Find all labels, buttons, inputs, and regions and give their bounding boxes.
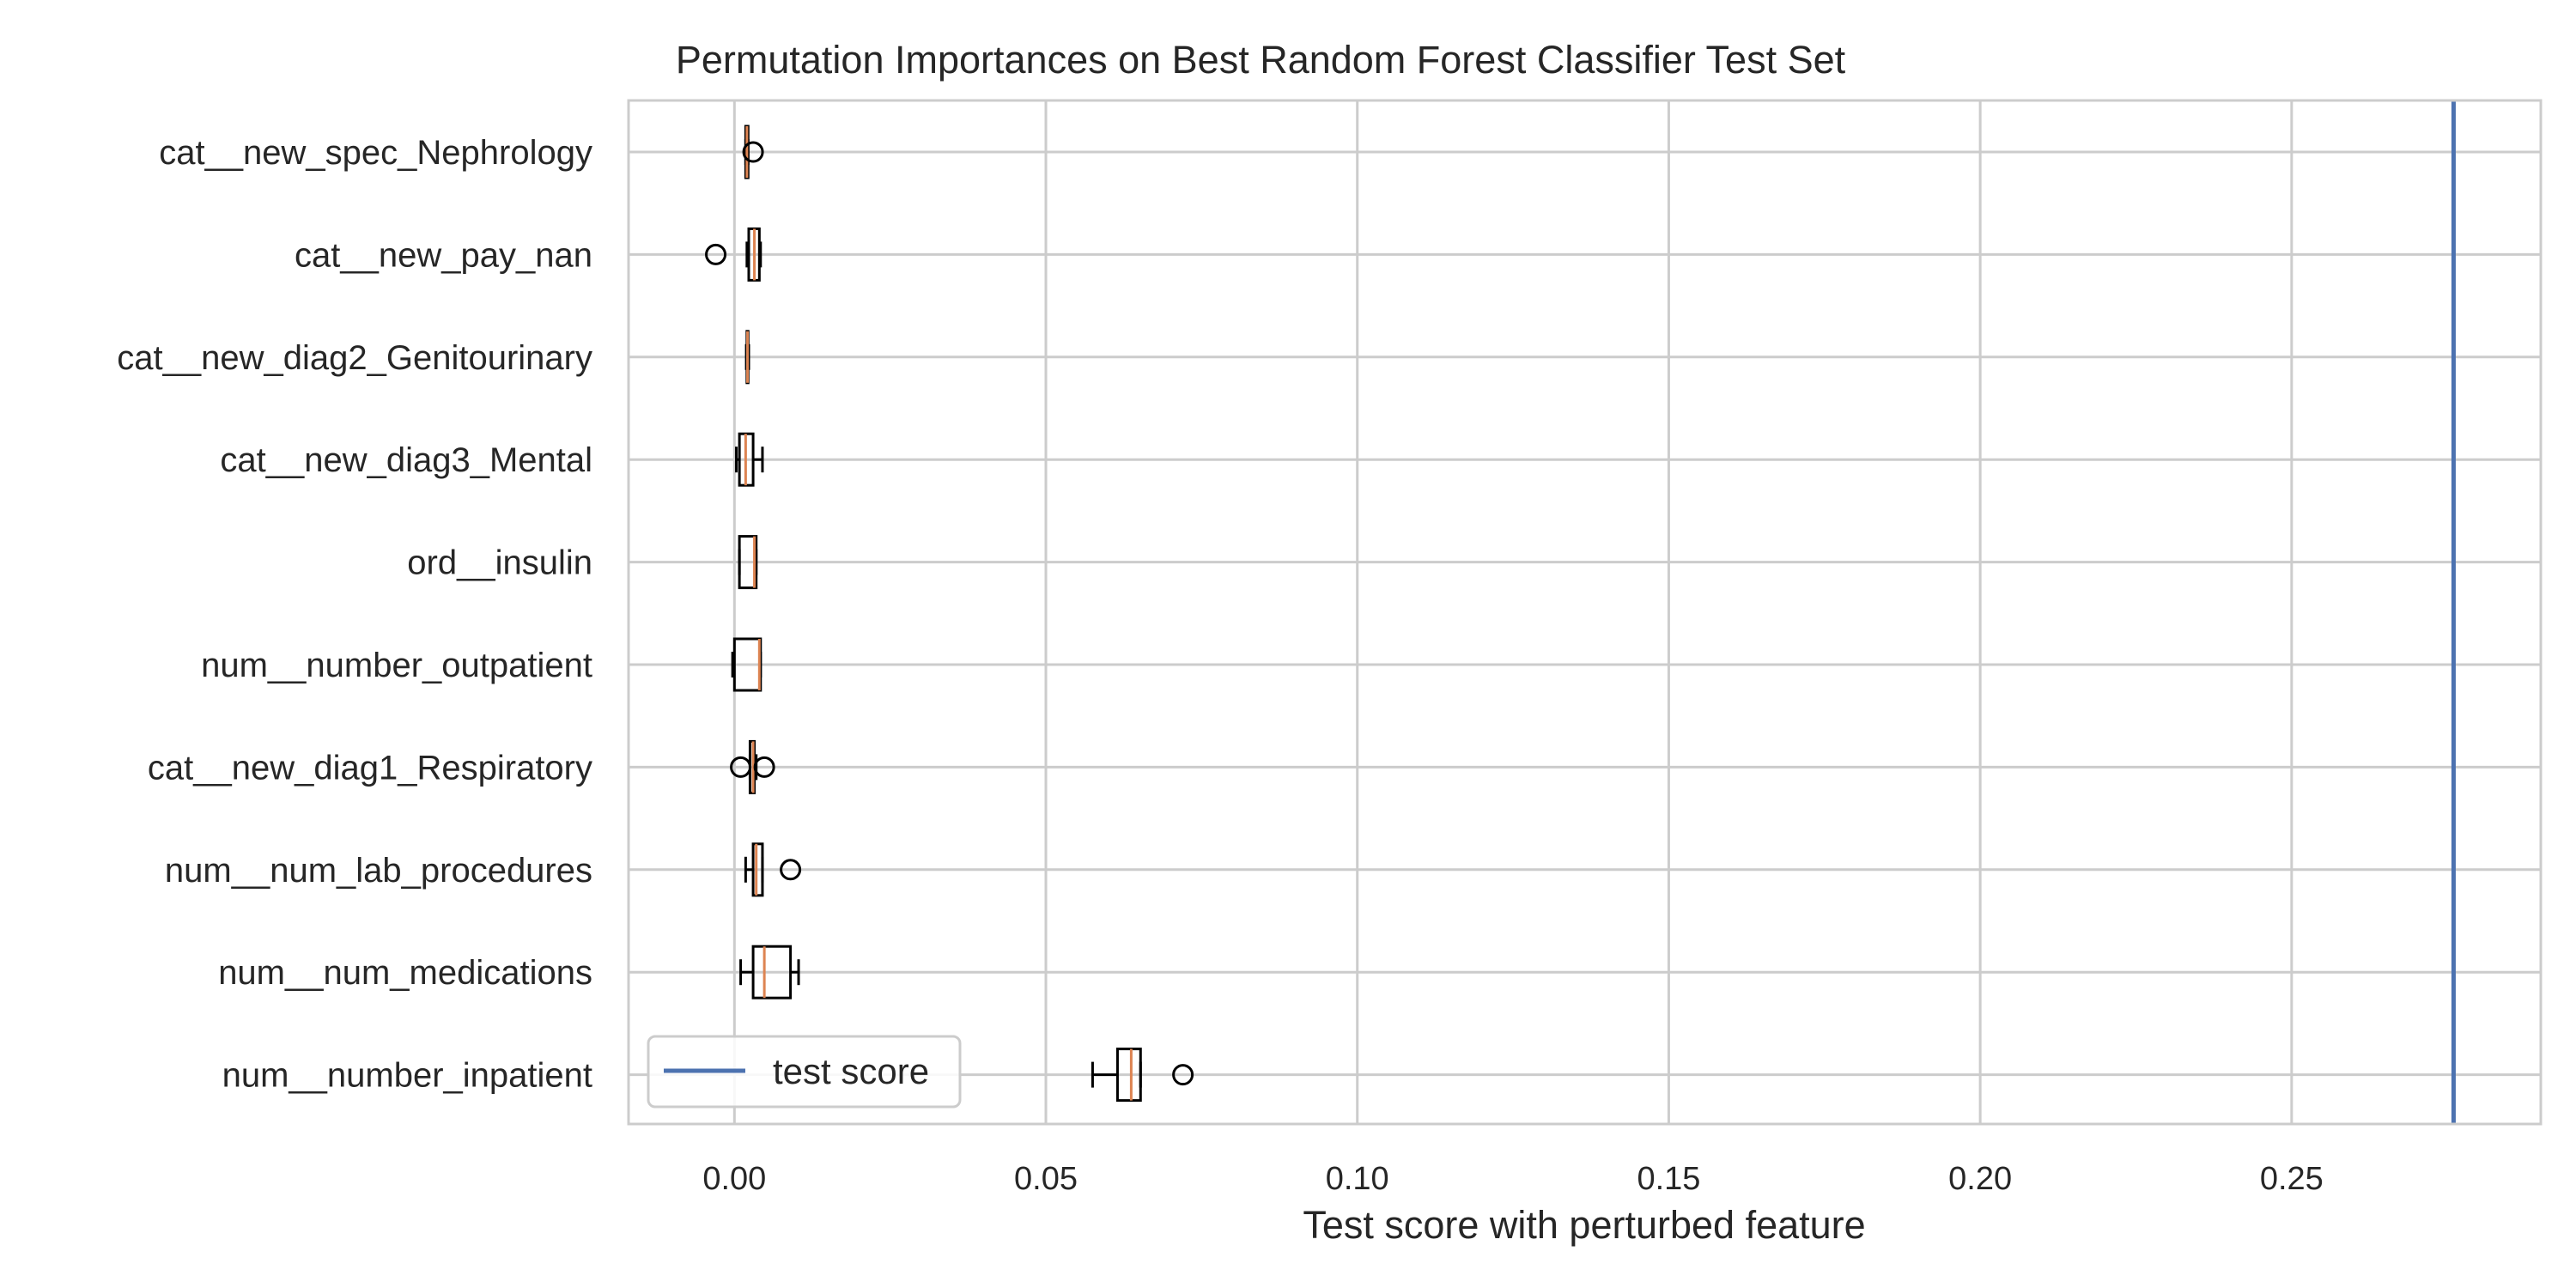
y-tick-label: cat__new_diag2_Genitourinary	[117, 339, 592, 377]
outlier-point	[780, 859, 802, 881]
box-iqr	[751, 945, 793, 999]
outlier-point	[705, 243, 727, 265]
y-tick-label: num__number_inpatient	[222, 1057, 592, 1095]
grid-lines	[629, 100, 2541, 1124]
x-tick-label: 0.15	[1637, 1161, 1700, 1197]
boxplot	[1091, 1048, 1194, 1103]
boxplot	[744, 330, 750, 385]
boxplot	[744, 842, 802, 897]
x-axis-label: Test score with perturbed feature	[1303, 1203, 1865, 1247]
chart-title: Permutation Importances on Best Random F…	[676, 38, 1846, 82]
y-tick-label: cat__new_pay_nan	[295, 236, 592, 274]
y-tick-label: cat__new_spec_Nephrology	[159, 134, 592, 172]
boxplot	[730, 739, 775, 794]
x-tick-label: 0.20	[1948, 1161, 2012, 1197]
y-tick-label: num__num_medications	[218, 954, 592, 992]
x-tick-label: 0.10	[1326, 1161, 1389, 1197]
box-iqr	[751, 842, 764, 897]
box-iqr	[738, 535, 758, 590]
boxplot	[731, 637, 762, 692]
boxplot	[739, 945, 800, 999]
outlier-point	[753, 756, 775, 778]
y-tick-label: cat__new_diag1_Respiratory	[148, 749, 592, 787]
boxplot-layer	[705, 125, 1194, 1103]
legend: test score	[647, 1035, 962, 1109]
boxplot	[738, 535, 758, 590]
y-tick-label: ord__insulin	[407, 544, 592, 582]
outlier-point	[742, 141, 764, 163]
y-tick-label: num__num_lab_procedures	[165, 852, 592, 890]
y-tick-label: cat__new_diag3_Mental	[220, 441, 592, 479]
outlier-point	[1172, 1064, 1194, 1086]
x-tick-label: 0.25	[2260, 1161, 2324, 1197]
legend-frame	[647, 1035, 962, 1109]
boxplot	[742, 125, 764, 179]
plot-frame	[627, 99, 2543, 1126]
y-tick-label: num__number_outpatient	[201, 647, 592, 684]
x-tick-label: 0.00	[702, 1161, 766, 1197]
y-tick-labels: cat__new_spec_Nephrology cat__new_pay_nan…	[117, 134, 592, 1095]
outlier-point	[730, 756, 752, 778]
x-tick-label: 0.05	[1014, 1161, 1078, 1197]
boxplot	[705, 227, 762, 282]
boxplot	[734, 432, 764, 487]
x-tick-labels: 0.00 0.05 0.10 0.15 0.20 0.25	[702, 1161, 2323, 1197]
legend-label-test-score: test score	[773, 1051, 929, 1091]
box-iqr	[1115, 1048, 1142, 1103]
